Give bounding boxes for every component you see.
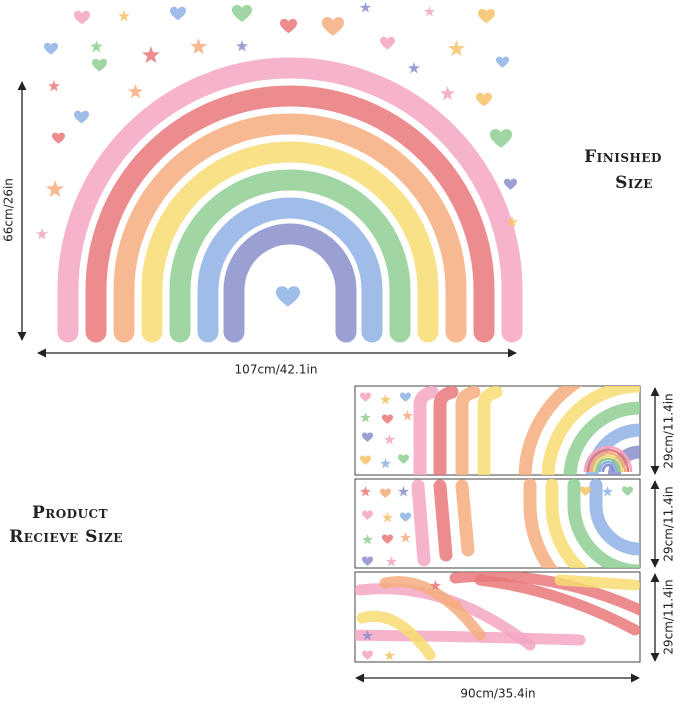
sheet-width-label: 90cm/35.4in xyxy=(460,687,535,701)
mini-rainbow xyxy=(601,463,615,473)
rainbow-band xyxy=(113,113,467,343)
arc-piece xyxy=(585,423,640,475)
mini-rainbow xyxy=(598,460,618,473)
rainbow-band xyxy=(141,141,439,343)
heart xyxy=(380,36,395,50)
arc-piece xyxy=(541,386,640,475)
rainbow-band xyxy=(197,197,383,343)
heart xyxy=(478,8,495,24)
mini-rainbow xyxy=(589,451,627,473)
star xyxy=(424,6,435,17)
mini-rainbow xyxy=(586,448,630,473)
heart xyxy=(92,58,107,72)
heart xyxy=(496,56,509,68)
finished-label: Finished xyxy=(584,147,662,167)
strip xyxy=(474,574,640,636)
star xyxy=(118,10,130,22)
strip xyxy=(433,386,459,475)
star xyxy=(236,40,248,52)
strip xyxy=(477,386,503,475)
arc-piece xyxy=(567,479,640,568)
heart xyxy=(74,110,89,124)
heart xyxy=(44,42,58,55)
star xyxy=(36,228,48,240)
strip xyxy=(411,479,431,567)
heart xyxy=(280,18,297,34)
sheet-content xyxy=(411,479,640,568)
rainbow xyxy=(57,57,523,343)
strip xyxy=(455,386,481,475)
star xyxy=(46,180,64,198)
received-label: Product xyxy=(32,503,108,523)
rainbow-band xyxy=(85,85,495,343)
mini-rainbow xyxy=(595,457,621,473)
strip xyxy=(356,610,436,661)
rainbow-band xyxy=(169,169,411,343)
mini-rainbow xyxy=(583,445,633,473)
arc-piece xyxy=(589,479,640,556)
arc-piece xyxy=(523,479,558,568)
heart xyxy=(476,92,492,107)
arc-piece xyxy=(563,401,640,475)
rainbow-band xyxy=(223,223,357,343)
arc-piece xyxy=(545,479,589,568)
heart xyxy=(74,10,90,25)
star xyxy=(360,2,371,13)
star xyxy=(128,84,143,99)
star xyxy=(448,40,465,57)
star xyxy=(90,40,103,53)
received-label: Recieve Size xyxy=(9,527,123,547)
heart xyxy=(504,178,517,190)
heart xyxy=(276,286,300,307)
height-label: 66cm/26in xyxy=(2,178,16,242)
sheet-content xyxy=(355,572,640,661)
strip xyxy=(355,629,586,646)
sheet-content xyxy=(413,386,640,475)
star xyxy=(440,86,455,101)
strip xyxy=(413,386,439,475)
heart xyxy=(490,129,512,148)
strip xyxy=(433,479,453,562)
star xyxy=(408,62,420,74)
sheet-height-label: 29cm/11.4in xyxy=(662,486,676,561)
rainbow-band xyxy=(57,57,523,343)
strip xyxy=(455,479,475,557)
strip xyxy=(379,576,486,641)
heart xyxy=(52,132,65,144)
heart xyxy=(232,5,252,22)
finished-label: Size xyxy=(615,173,653,193)
heart xyxy=(322,17,344,36)
star xyxy=(48,80,60,92)
sheet-height-label: 29cm/11.4in xyxy=(662,579,676,654)
mini-rainbow xyxy=(592,454,624,473)
sheet-height-label: 29cm/11.4in xyxy=(662,393,676,468)
width-label: 107cm/42.1in xyxy=(235,363,318,377)
heart xyxy=(170,6,186,21)
star xyxy=(142,46,160,64)
star xyxy=(190,38,207,55)
strip xyxy=(554,574,640,591)
arc-piece xyxy=(518,386,583,475)
sticker-sheets xyxy=(354,385,641,663)
